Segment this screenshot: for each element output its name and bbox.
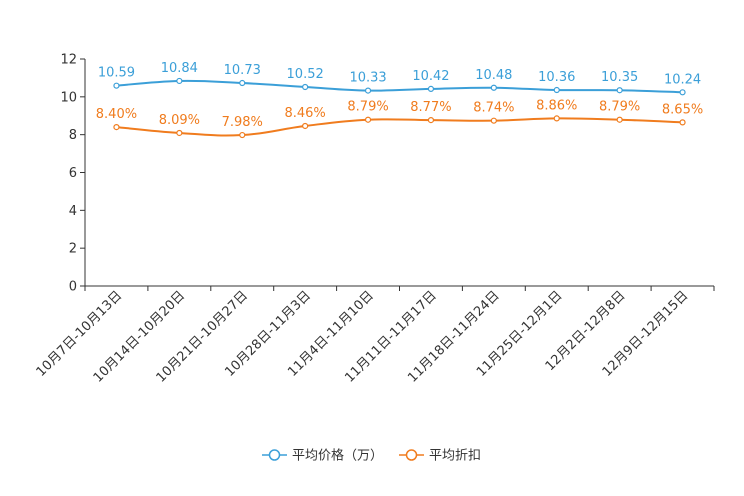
series-line	[116, 79, 683, 94]
data-label: 8.86%	[536, 98, 577, 113]
y-tick-label: 10	[60, 90, 77, 105]
y-tick-label: 4	[69, 204, 77, 219]
series-line	[116, 117, 683, 137]
y-tick-label: 12	[60, 53, 77, 68]
chart-legend[interactable]: 平均价格（万） 平均折扣	[262, 448, 481, 464]
series-2: 8.40% 8.09% 7.98% 8.46% 8.79% 8.77% 8.74% 8.86%…	[96, 98, 703, 139]
data-point[interactable]	[302, 122, 309, 130]
data-point[interactable]	[490, 84, 497, 91]
data-label: 8.79%	[347, 100, 388, 115]
data-label: 10.33	[349, 71, 386, 86]
legend-marker-icon	[405, 449, 418, 461]
data-point[interactable]	[302, 83, 309, 91]
data-label: 10.84	[161, 61, 198, 76]
data-label: 8.46%	[284, 106, 325, 121]
data-point[interactable]	[113, 123, 120, 131]
data-label: 10.48	[475, 68, 512, 83]
data-label: 10.52	[287, 67, 324, 82]
y-tick-label: 8	[69, 128, 77, 143]
data-point[interactable]	[679, 89, 686, 96]
data-label: 10.73	[224, 63, 261, 78]
y-tick-label: 6	[69, 166, 77, 181]
y-tick-label: 0	[69, 280, 77, 295]
data-point[interactable]	[239, 79, 246, 87]
legend-label: 平均价格（万）	[292, 448, 383, 464]
data-point[interactable]	[427, 85, 435, 92]
series-1: 10.59 10.84 10.73 10.52 10.33 10.42 10.48 10.36…	[98, 61, 701, 96]
data-point[interactable]	[679, 119, 686, 126]
data-label: 10.59	[98, 66, 135, 81]
data-label: 10.35	[601, 70, 638, 85]
data-point[interactable]	[239, 131, 246, 139]
y-tick-label: 2	[69, 242, 77, 257]
legend-item-1[interactable]: 平均价格（万）	[262, 448, 383, 464]
data-point[interactable]	[553, 115, 560, 122]
data-label: 8.77%	[410, 100, 451, 115]
data-point[interactable]	[490, 117, 497, 124]
legend-label: 平均折扣	[429, 449, 481, 464]
data-label: 8.65%	[662, 102, 703, 117]
data-point[interactable]	[113, 82, 120, 89]
data-point[interactable]	[427, 117, 435, 124]
data-label: 10.42	[412, 69, 449, 84]
data-point[interactable]	[176, 129, 183, 137]
series-layer: 10.59 10.84 10.73 10.52 10.33 10.42 10.48 10.36…	[96, 61, 703, 139]
data-point[interactable]	[364, 87, 372, 94]
data-label: 8.74%	[473, 101, 514, 116]
data-point[interactable]	[364, 116, 372, 123]
data-point[interactable]	[616, 116, 623, 123]
data-label: 8.40%	[96, 107, 137, 122]
data-point[interactable]	[176, 77, 183, 85]
data-point[interactable]	[553, 86, 560, 94]
legend-item-2[interactable]: 平均折扣	[399, 449, 481, 464]
data-point[interactable]	[616, 87, 623, 94]
data-label: 8.09%	[159, 113, 200, 128]
legend-marker-icon	[268, 449, 281, 461]
data-label: 7.98%	[222, 115, 263, 130]
data-label: 10.36	[538, 70, 575, 85]
data-label: 8.79%	[599, 100, 640, 115]
data-label: 10.24	[664, 72, 701, 87]
